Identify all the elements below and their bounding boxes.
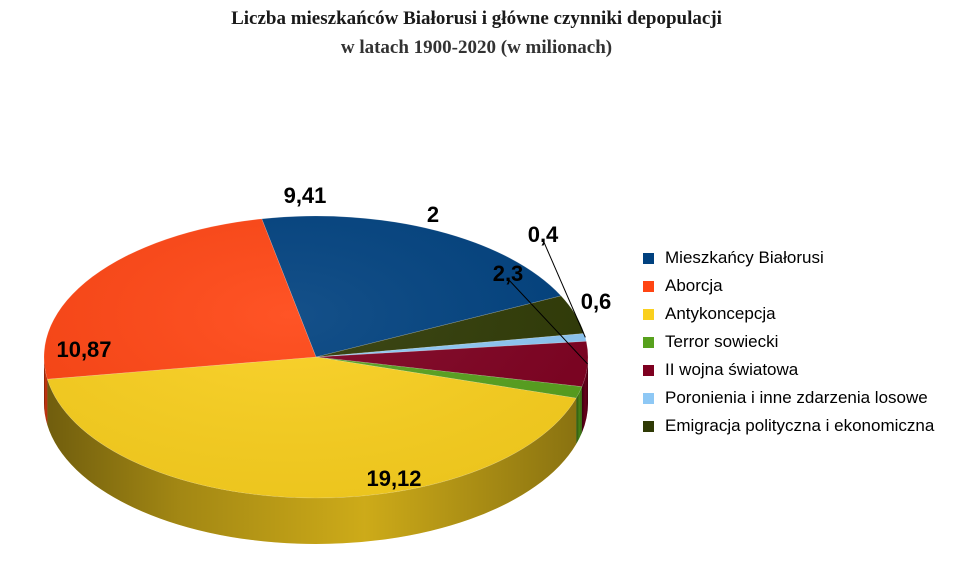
data-label-terror-sowiecki: 0,6 (581, 289, 612, 314)
data-label-ii-wojna-swiatowa: 2,3 (493, 261, 524, 286)
pie-data-labels: 9,41 2 0,42,3 0,6 19,12 10,87 (56, 183, 611, 491)
pie-top-slices (43, 215, 589, 499)
leader-line-poronienia-i-inne-zdarzenia-losowe (542, 239, 586, 338)
legend-item-poronienia-i-inne-zdarzenia-losowe: Poronienia i inne zdarzenia losowe (643, 388, 943, 408)
legend-label: Terror sowiecki (665, 332, 779, 351)
legend-swatch (643, 253, 654, 264)
data-label-antykoncepcja: 19,12 (366, 466, 421, 491)
pie-side-antykoncepcja (47, 379, 577, 544)
legend-swatch (643, 281, 654, 292)
legend-swatch (643, 309, 654, 320)
data-label-poronienia-i-inne-zdarzenia-losowe: 0,4 (528, 222, 559, 247)
data-label-emigracja-polityczna-i-ekonomiczna: 2 (427, 202, 439, 227)
legend-item-terror-sowiecki: Terror sowiecki (643, 332, 943, 352)
pie-leader-lines (507, 239, 589, 365)
legend-label: Aborcja (665, 276, 723, 295)
legend-swatch (643, 393, 654, 404)
legend: Mieszkańcy Białorusi Aborcja Antykoncepcja… (643, 248, 943, 444)
legend-item-ii-wojna-swiatowa: II wojna światowa (643, 360, 943, 380)
leader-line-ii-wojna-swiatowa (507, 278, 589, 365)
legend-label: II wojna światowa (665, 360, 799, 379)
legend-item-aborcja: Aborcja (643, 276, 943, 296)
legend-label: Antykoncepcja (665, 304, 776, 323)
legend-swatch (643, 365, 654, 376)
legend-item-antykoncepcja: Antykoncepcja (643, 304, 943, 324)
legend-item-mieszkancy-bialorusi: Mieszkańcy Białorusi (643, 248, 943, 268)
legend-label: Mieszkańcy Białorusi (665, 248, 824, 267)
data-label-mieszkancy-bialorusi: 9,41 (284, 183, 327, 208)
legend-label: Emigracja polityczna i ekonomiczna (665, 416, 935, 435)
legend-label: Poronienia i inne zdarzenia losowe (665, 388, 928, 407)
data-label-aborcja: 10,87 (56, 337, 111, 362)
legend-swatch (643, 421, 654, 432)
legend-item-emigracja-polityczna-i-ekonomiczna: Emigracja polityczna i ekonomiczna (643, 416, 943, 436)
legend-swatch (643, 337, 654, 348)
chart-title: Liczba mieszkańców Białorusi i główne cz… (231, 8, 722, 29)
chart-subtitle: w latach 1900-2020 (w milionach) (340, 37, 613, 58)
